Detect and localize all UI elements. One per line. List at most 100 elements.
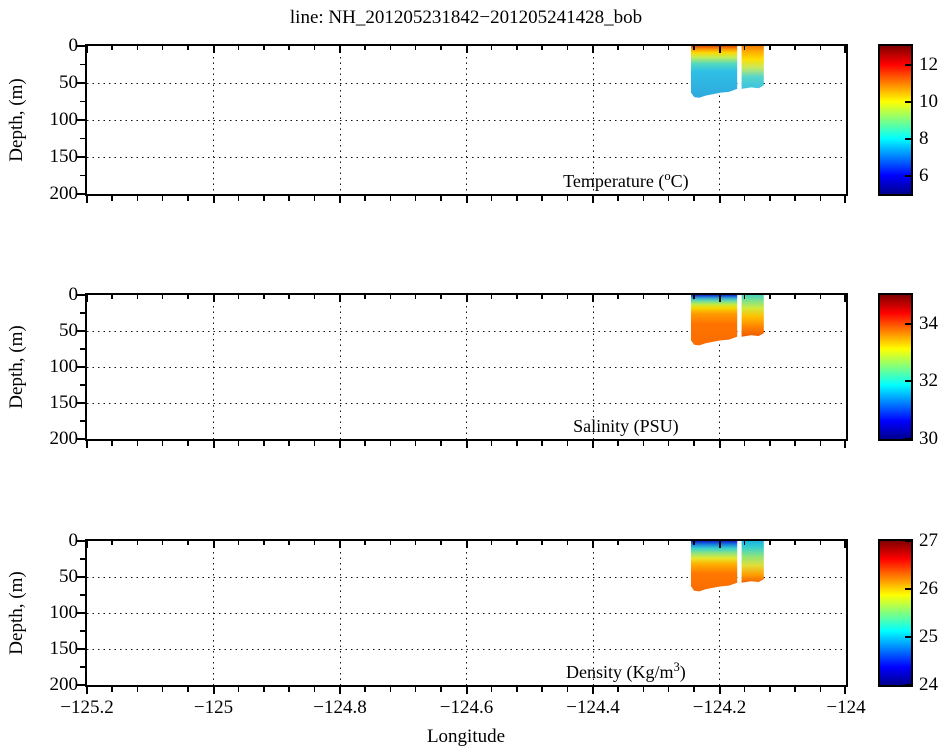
x-tick [161, 441, 164, 446]
x-tick [844, 541, 846, 548]
x-tick [414, 46, 417, 50]
x-tick [111, 196, 113, 201]
x-tick [769, 196, 771, 201]
x-tick [743, 441, 746, 446]
colorbar-tick [905, 322, 911, 325]
x-tick [819, 295, 822, 299]
colorbar-tick [905, 174, 911, 177]
y-tick [77, 684, 85, 686]
x-tick [667, 687, 670, 692]
y-tick-label: 150 [49, 146, 79, 167]
x-tick [592, 295, 594, 302]
x-tick [743, 46, 746, 50]
y-tick [80, 384, 85, 386]
x-tick [794, 441, 796, 446]
x-tick [516, 541, 518, 545]
y-gridline [87, 366, 846, 368]
x-tick [819, 687, 822, 692]
y-axis-title: Depth, (m) [6, 325, 27, 409]
colorbar-tick-label: 27 [919, 530, 938, 551]
x-tick [718, 196, 721, 203]
x-tick [667, 541, 670, 545]
y-tick [77, 540, 85, 542]
x-tick [339, 687, 341, 694]
colorbar-tick-label: 8 [919, 127, 929, 149]
x-tick [339, 541, 341, 548]
x-tick [440, 441, 442, 446]
x-tick [465, 541, 468, 548]
x-tick [389, 295, 392, 299]
salinity-segment [741, 295, 764, 337]
y-tick [77, 156, 85, 158]
y-axis-title: Depth, (m) [6, 571, 27, 655]
x-tick [693, 441, 695, 446]
colorbar-tick-label: 32 [919, 370, 938, 392]
x-tick [693, 196, 695, 201]
x-tick [237, 541, 240, 545]
x-tick [86, 295, 88, 302]
x-tick [187, 196, 189, 201]
x-tick [339, 196, 341, 203]
x-tick [389, 196, 392, 201]
x-tick [339, 441, 341, 448]
x-tick [136, 541, 139, 545]
colorbar-tick [905, 137, 911, 140]
x-tick [465, 295, 468, 302]
x-tick [617, 441, 619, 446]
x-tick [844, 687, 846, 694]
y-tick-label: 0 [68, 530, 79, 551]
density-label: Density (Kg/m3) [565, 660, 686, 682]
x-tick [516, 46, 518, 50]
x-tick [111, 687, 113, 692]
x-tick-label: −125.2 [60, 697, 114, 718]
x-tick [288, 687, 290, 692]
x-tick [743, 196, 746, 201]
figure-title: line: NH_201205231842−201205241428_bob [289, 7, 643, 28]
y-tick [77, 438, 85, 440]
x-tick [490, 196, 493, 201]
temperature-data-patch [691, 46, 764, 98]
y-tick [77, 366, 85, 368]
colorbar-tick-label: 12 [919, 53, 938, 75]
y-tick [77, 119, 85, 121]
x-tick [693, 46, 695, 50]
x-tick [288, 196, 290, 201]
y-tick-label: 150 [49, 392, 79, 413]
x-tick [86, 441, 88, 448]
y-tick-label: 200 [49, 183, 79, 204]
x-tick [819, 541, 822, 545]
x-tick [440, 687, 442, 692]
x-tick [161, 196, 164, 201]
x-tick [693, 687, 695, 692]
x-tick [364, 541, 366, 545]
x-tick [111, 441, 113, 446]
x-tick [718, 687, 721, 694]
x-tick [237, 196, 240, 201]
colorbar-tick [905, 684, 911, 686]
x-tick [819, 441, 822, 446]
x-tick-label: −125 [193, 697, 234, 718]
x-tick-label: −124.8 [313, 697, 367, 718]
x-tick [541, 687, 543, 692]
x-tick [288, 541, 290, 545]
density-segment [691, 541, 738, 592]
x-tick-label: −124.6 [439, 697, 494, 718]
x-tick [794, 541, 796, 545]
y-tick-label: 100 [49, 109, 79, 130]
y-tick [77, 612, 85, 614]
x-tick [212, 196, 215, 203]
x-tick [465, 687, 468, 694]
x-tick [844, 46, 846, 53]
x-tick [592, 687, 594, 694]
x-tick [566, 541, 569, 545]
colorbar-tick-label: 10 [919, 90, 938, 112]
x-tick [313, 295, 316, 299]
x-tick [86, 541, 88, 548]
x-tick [364, 441, 366, 446]
colorbar-tick [905, 636, 911, 638]
colorbar-tick-label: 34 [919, 312, 938, 334]
y-tick [77, 45, 85, 47]
temperature-segment [741, 46, 764, 89]
x-tick [541, 46, 543, 50]
x-tick [136, 687, 139, 692]
